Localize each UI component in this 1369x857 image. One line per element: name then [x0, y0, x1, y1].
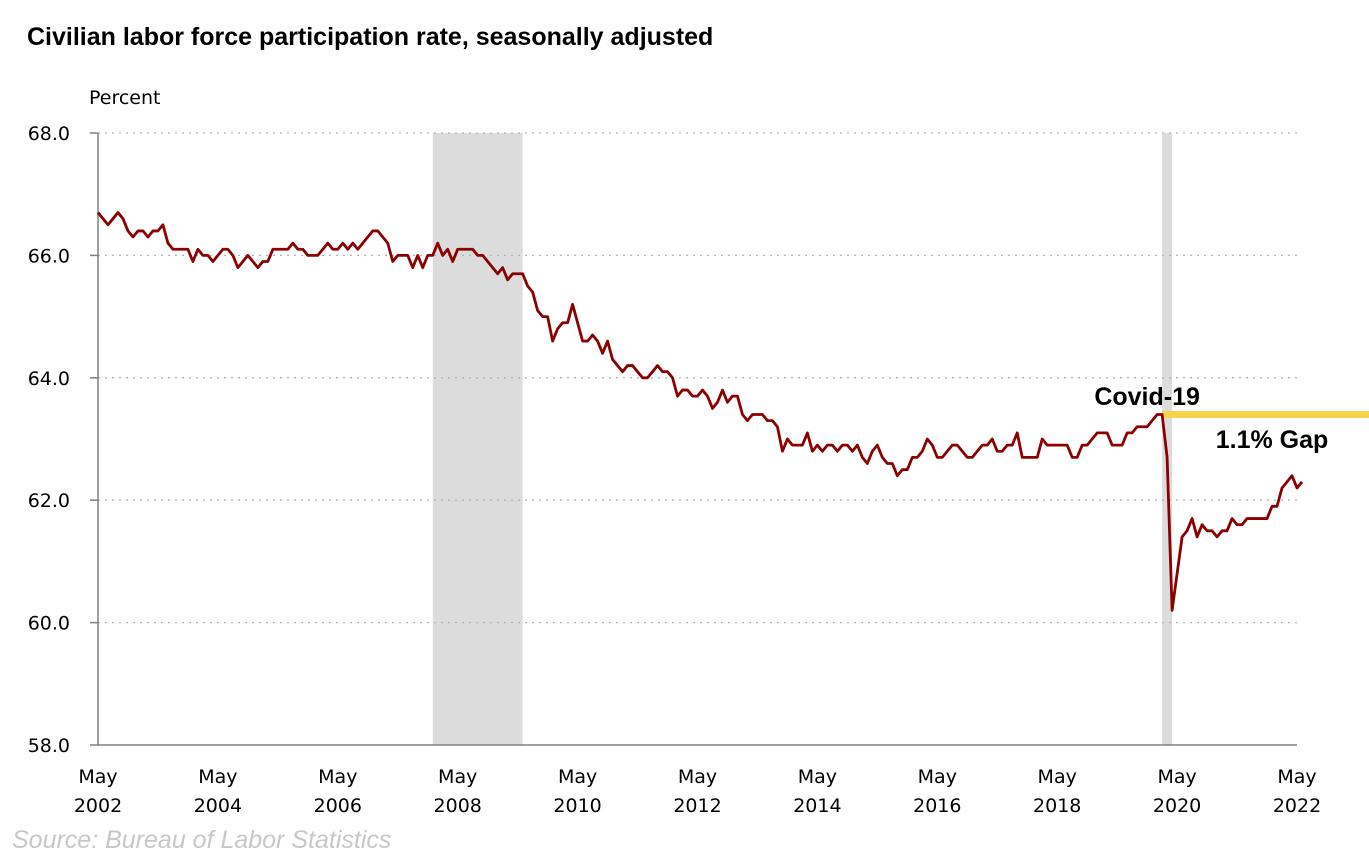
gridlines [90, 132, 1297, 746]
annotations: Covid-19 1.1% Gap [1094, 383, 1328, 454]
x-tick-label-month-0: May [78, 766, 117, 788]
x-tick-labels: May 2002 May 2004 May 2006 May 2008 May 2010 May 20… [74, 766, 1321, 817]
recession-bands [432, 133, 1173, 745]
x-tick-label-year-1: 2004 [194, 795, 242, 817]
x-tick-label-year-3: 2008 [434, 795, 482, 817]
x-tick-label-month-6: May [798, 766, 837, 788]
x-tick-label-month-4: May [558, 766, 597, 788]
y-tick-label-2: 62.0 [28, 490, 70, 512]
chart-title: Civilian labor force participation rate,… [27, 23, 713, 51]
recession-band-1 [1162, 133, 1173, 745]
y-tick-label-3: 64.0 [28, 368, 70, 390]
annotation-0: Covid-19 [1094, 383, 1200, 411]
y-axis-label: Percent [89, 87, 161, 109]
x-tick-label-month-5: May [678, 766, 717, 788]
axes [97, 133, 1297, 746]
y-tick-label-0: 58.0 [28, 735, 70, 757]
x-tick-label-year-4: 2010 [553, 795, 601, 817]
series-lines [96, 211, 1304, 612]
recession-band-0 [432, 133, 523, 745]
x-tick-label-month-9: May [1157, 766, 1196, 788]
y-tick-labels: 58.0 60.0 62.0 64.0 66.0 68.0 [28, 123, 70, 757]
x-tick-label-year-5: 2012 [673, 795, 721, 817]
y-tick-label-4: 66.0 [28, 245, 70, 267]
x-tick-label-month-1: May [198, 766, 237, 788]
source-note: Source: Bureau of Labor Statistics [12, 826, 391, 854]
x-tick-label-month-10: May [1277, 766, 1316, 788]
annotation-1: 1.1% Gap [1216, 426, 1329, 454]
y-tick-label-5: 68.0 [28, 123, 70, 145]
x-tick-label-year-2: 2006 [314, 795, 362, 817]
series-line-0 [96, 211, 1304, 612]
x-tick-label-year-7: 2016 [913, 795, 961, 817]
x-tick-label-month-3: May [438, 766, 477, 788]
x-tick-label-month-2: May [318, 766, 357, 788]
x-tick-label-year-10: 2022 [1273, 795, 1321, 817]
y-tick-label-1: 60.0 [28, 613, 70, 635]
x-tick-label-month-8: May [1038, 766, 1077, 788]
x-tick-label-year-8: 2018 [1033, 795, 1081, 817]
x-tick-label-year-0: 2002 [74, 795, 122, 817]
x-tick-label-year-9: 2020 [1153, 795, 1201, 817]
x-tick-label-year-6: 2014 [793, 795, 841, 817]
x-tick-label-month-7: May [918, 766, 957, 788]
